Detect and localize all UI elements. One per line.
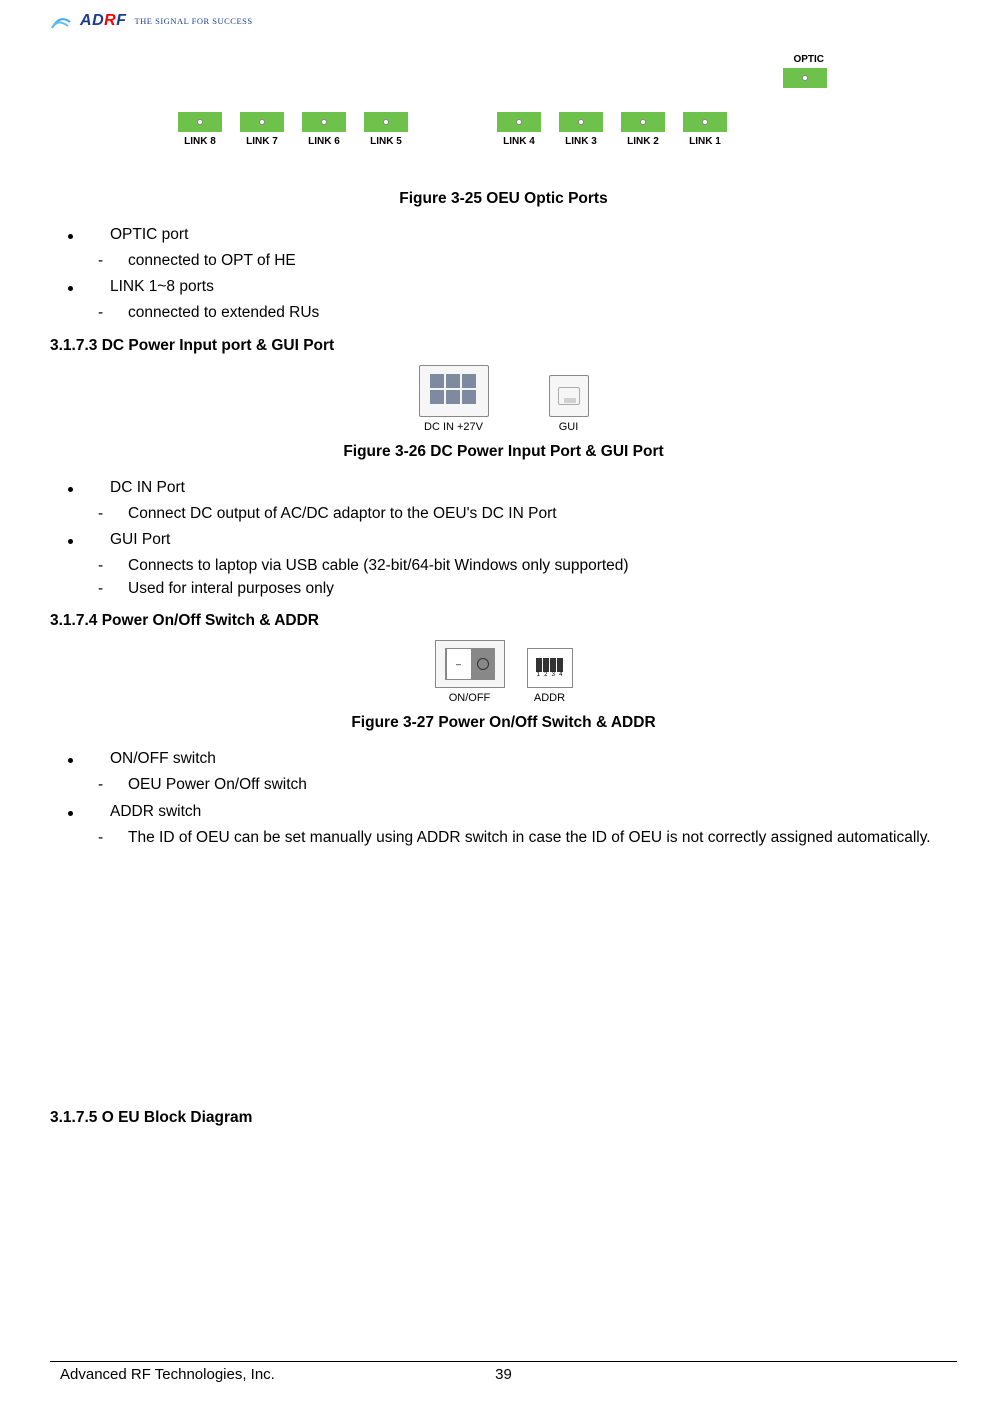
onoff-switch-icon: – — [435, 640, 505, 688]
optic-port-icon — [783, 68, 827, 88]
bullet-addr-switch: ADDR switch — [50, 803, 957, 821]
header-logo: ADRF THE SIGNAL FOR SUCCESS — [50, 12, 957, 30]
dash-item: The ID of OEU can be set manually using … — [50, 827, 957, 849]
dash-item: Connects to laptop via USB cable (32-bit… — [50, 555, 957, 577]
section-3-1-7-3-heading: 3.1.7.3 DC Power Input port & GUI Port — [50, 337, 957, 355]
dc-in-port-block: DC IN +27V — [419, 365, 489, 433]
figure-3-26-diagram: DC IN +27V GUI — [50, 365, 957, 433]
figure-3-27-diagram: – ON/OFF 1234 ADDR — [50, 640, 957, 704]
link-row-left: LINK 8 LINK 7 LINK 6 LINK 5 — [178, 112, 408, 147]
link-row-right: LINK 4 LINK 3 LINK 2 LINK 1 — [497, 112, 727, 147]
onoff-label: ON/OFF — [449, 692, 491, 704]
bullet-list-2: DC IN Port — [50, 479, 957, 497]
dash-list-3b: The ID of OEU can be set manually using … — [50, 827, 957, 849]
dash-list-3a: OEU Power On/Off switch — [50, 774, 957, 796]
dc-in-label: DC IN +27V — [424, 421, 483, 433]
link-2: LINK 2 — [621, 112, 665, 147]
link-5: LINK 5 — [364, 112, 408, 147]
bullet-link-ports: LINK 1~8 ports — [50, 278, 957, 296]
figure-3-27-caption: Figure 3-27 Power On/Off Switch & ADDR — [50, 714, 957, 732]
dash-list-2a: Connect DC output of AC/DC adaptor to th… — [50, 503, 957, 525]
onoff-switch-block: – ON/OFF — [435, 640, 505, 704]
link-6: LINK 6 — [302, 112, 346, 147]
link-1: LINK 1 — [683, 112, 727, 147]
gui-port-block: GUI — [549, 375, 589, 433]
bullet-list-2b: GUI Port — [50, 531, 957, 549]
bullet-list-3: ON/OFF switch — [50, 750, 957, 768]
gui-label: GUI — [559, 421, 579, 433]
bullet-list-1b: LINK 1~8 ports — [50, 278, 957, 296]
gui-port-icon — [549, 375, 589, 417]
dash-item: connected to OPT of HE — [50, 250, 957, 272]
page-footer: Advanced RF Technologies, Inc. 39 — [50, 1351, 957, 1383]
dash-list-2b: Connects to laptop via USB cable (32-bit… — [50, 555, 957, 600]
footer-page-number: 39 — [495, 1366, 512, 1383]
link-3: LINK 3 — [559, 112, 603, 147]
addr-switch-icon: 1234 — [527, 648, 573, 688]
bullet-optic-port: OPTIC port — [50, 226, 957, 244]
dash-item: OEU Power On/Off switch — [50, 774, 957, 796]
bullet-dc-in-port: DC IN Port — [50, 479, 957, 497]
bullet-list-1: OPTIC port — [50, 226, 957, 244]
logo-tagline: THE SIGNAL FOR SUCCESS — [134, 16, 252, 26]
logo-swoosh-icon — [50, 12, 72, 30]
logo-text: ADRF — [80, 12, 126, 30]
optic-top-label: OPTIC — [793, 54, 824, 65]
dash-item: Connect DC output of AC/DC adaptor to th… — [50, 503, 957, 525]
addr-label: ADDR — [534, 692, 565, 704]
section-3-1-7-4-heading: 3.1.7.4 Power On/Off Switch & ADDR — [50, 612, 957, 630]
dash-item: Used for interal purposes only — [50, 578, 957, 600]
footer-company: Advanced RF Technologies, Inc. — [60, 1366, 275, 1383]
bullet-list-3b: ADDR switch — [50, 803, 957, 821]
link-8: LINK 8 — [178, 112, 222, 147]
addr-switch-block: 1234 ADDR — [527, 648, 573, 704]
link-7: LINK 7 — [240, 112, 284, 147]
dc-in-port-icon — [419, 365, 489, 417]
figure-3-25-caption: Figure 3-25 OEU Optic Ports — [50, 190, 957, 208]
dash-list-1b: connected to extended RUs — [50, 302, 957, 324]
figure-3-26-caption: Figure 3-26 DC Power Input Port & GUI Po… — [50, 443, 957, 461]
bullet-gui-port: GUI Port — [50, 531, 957, 549]
section-3-1-7-5-heading: 3.1.7.5 O EU Block Diagram — [50, 1109, 957, 1127]
bullet-onoff-switch: ON/OFF switch — [50, 750, 957, 768]
dash-list-1a: connected to OPT of HE — [50, 250, 957, 272]
dash-item: connected to extended RUs — [50, 302, 957, 324]
link-4: LINK 4 — [497, 112, 541, 147]
figure-3-25-diagram: OPTIC LINK 8 LINK 7 LINK 6 LINK 5 LINK 4… — [50, 60, 957, 180]
